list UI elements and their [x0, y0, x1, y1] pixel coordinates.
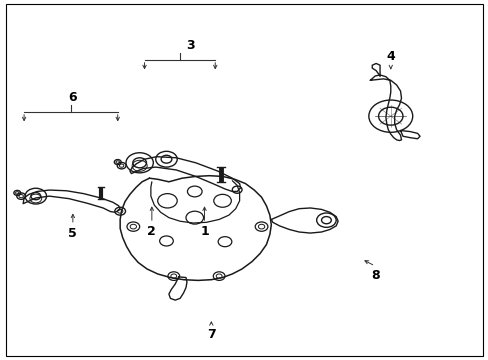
Text: 1: 1 [200, 225, 208, 238]
Text: 6: 6 [68, 91, 77, 104]
Text: 2: 2 [147, 225, 156, 238]
Text: 7: 7 [206, 328, 215, 341]
Text: 8: 8 [370, 269, 379, 282]
Text: 3: 3 [186, 39, 195, 52]
Text: 5: 5 [68, 227, 77, 240]
Text: 4: 4 [386, 50, 394, 63]
